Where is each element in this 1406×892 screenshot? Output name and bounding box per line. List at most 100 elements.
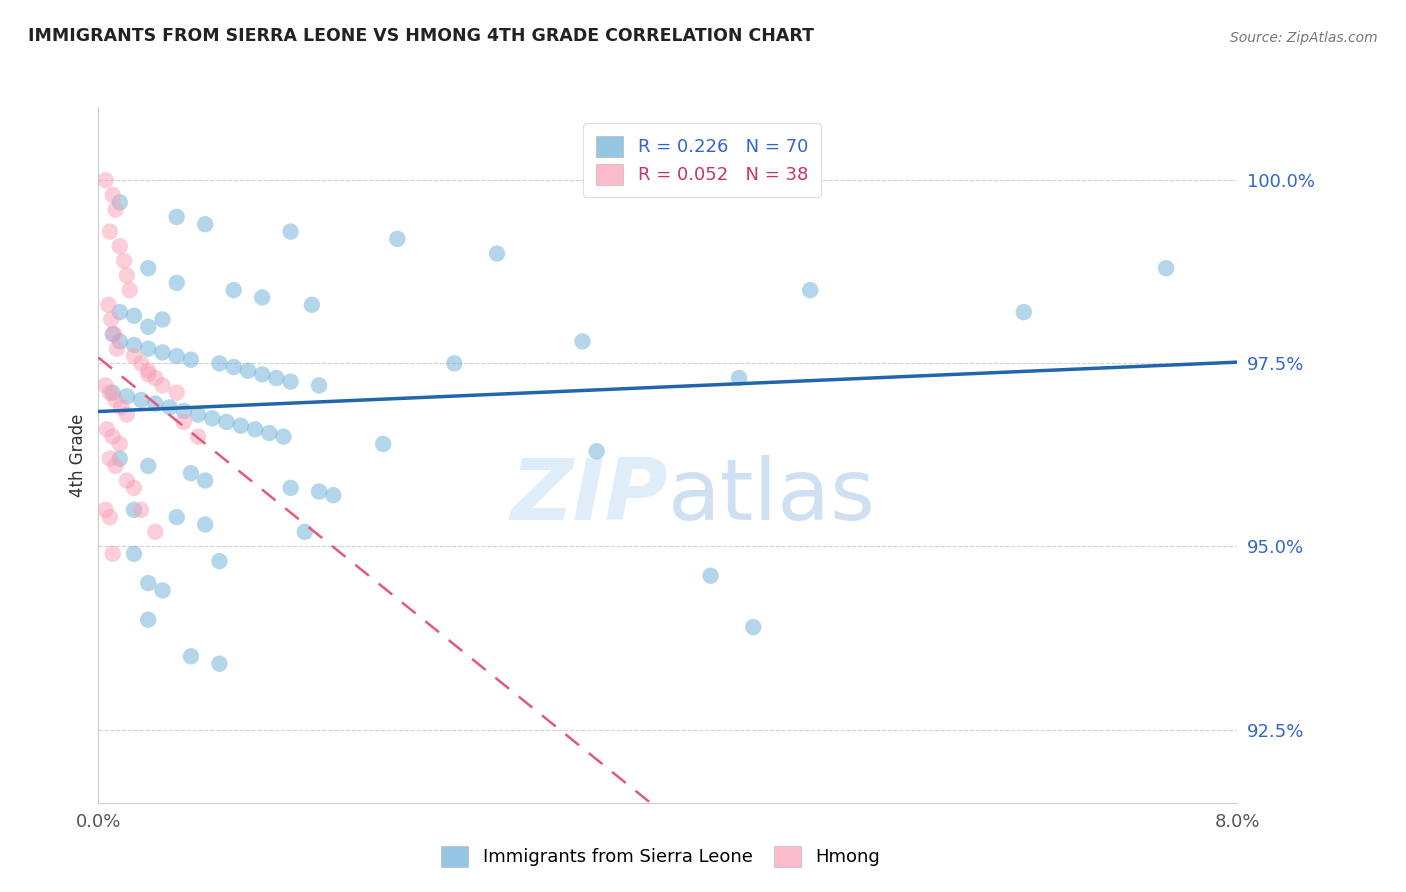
Point <box>136 368 159 382</box>
Point <box>173 415 195 429</box>
Point <box>152 378 174 392</box>
Point <box>104 202 127 217</box>
Point <box>97 298 120 312</box>
Point <box>122 309 145 323</box>
Point <box>122 349 145 363</box>
Point <box>243 422 266 436</box>
Point <box>585 444 607 458</box>
Point <box>122 481 145 495</box>
Y-axis label: 4th Grade: 4th Grade <box>69 413 87 497</box>
Point <box>101 547 124 561</box>
Point <box>104 458 127 473</box>
Point <box>728 371 751 385</box>
Point <box>118 283 141 297</box>
Point <box>152 345 174 359</box>
Point <box>208 356 231 370</box>
Point <box>322 488 344 502</box>
Point <box>308 484 330 499</box>
Point <box>129 356 152 370</box>
Point <box>108 451 131 466</box>
Point <box>110 401 132 415</box>
Point <box>180 352 202 367</box>
Point <box>308 378 330 392</box>
Legend: R = 0.226   N = 70, R = 0.052   N = 38: R = 0.226 N = 70, R = 0.052 N = 38 <box>583 123 821 197</box>
Point <box>101 385 124 400</box>
Point <box>187 408 209 422</box>
Point <box>166 276 188 290</box>
Point <box>112 253 135 268</box>
Point <box>180 467 202 481</box>
Point <box>194 517 217 532</box>
Point <box>187 429 209 443</box>
Point <box>280 225 302 239</box>
Point <box>145 397 167 411</box>
Point <box>115 408 138 422</box>
Point <box>571 334 593 349</box>
Point <box>108 305 131 319</box>
Point <box>98 225 121 239</box>
Text: atlas: atlas <box>668 455 876 538</box>
Point <box>94 503 117 517</box>
Point <box>136 319 159 334</box>
Point <box>250 290 273 304</box>
Point <box>166 385 188 400</box>
Point <box>115 389 138 403</box>
Point <box>280 481 302 495</box>
Point <box>742 620 765 634</box>
Point <box>301 298 323 312</box>
Point <box>259 425 281 440</box>
Point <box>129 392 152 407</box>
Point <box>103 327 125 342</box>
Point <box>136 261 159 276</box>
Point <box>208 657 231 671</box>
Point <box>122 503 145 517</box>
Point <box>122 338 145 352</box>
Point <box>105 342 128 356</box>
Point <box>108 195 131 210</box>
Point <box>250 368 273 382</box>
Point <box>94 173 117 187</box>
Point <box>799 283 821 297</box>
Point <box>273 429 295 443</box>
Point <box>194 474 217 488</box>
Point <box>1154 261 1177 276</box>
Point <box>222 283 245 297</box>
Point <box>98 451 121 466</box>
Point <box>101 327 124 342</box>
Point <box>108 437 131 451</box>
Point <box>96 422 118 436</box>
Point <box>136 342 159 356</box>
Point <box>280 375 302 389</box>
Point <box>294 524 316 539</box>
Point <box>101 429 124 443</box>
Point <box>194 217 217 231</box>
Text: IMMIGRANTS FROM SIERRA LEONE VS HMONG 4TH GRADE CORRELATION CHART: IMMIGRANTS FROM SIERRA LEONE VS HMONG 4T… <box>28 27 814 45</box>
Point <box>108 334 131 349</box>
Point <box>104 392 127 407</box>
Point <box>222 359 245 374</box>
Point <box>180 649 202 664</box>
Point <box>101 188 124 202</box>
Point <box>136 576 159 591</box>
Point <box>136 364 159 378</box>
Point <box>159 401 181 415</box>
Point <box>486 246 509 260</box>
Point <box>115 268 138 283</box>
Point <box>136 458 159 473</box>
Point <box>236 364 259 378</box>
Legend: Immigrants from Sierra Leone, Hmong: Immigrants from Sierra Leone, Hmong <box>434 838 887 874</box>
Point <box>98 385 121 400</box>
Point <box>166 210 188 224</box>
Point <box>98 510 121 524</box>
Point <box>208 554 231 568</box>
Point <box>100 312 122 326</box>
Point <box>108 239 131 253</box>
Point <box>136 613 159 627</box>
Point <box>152 583 174 598</box>
Point <box>201 411 224 425</box>
Point <box>94 378 117 392</box>
Point <box>266 371 288 385</box>
Point <box>1012 305 1035 319</box>
Text: ZIP: ZIP <box>510 455 668 538</box>
Point <box>145 524 167 539</box>
